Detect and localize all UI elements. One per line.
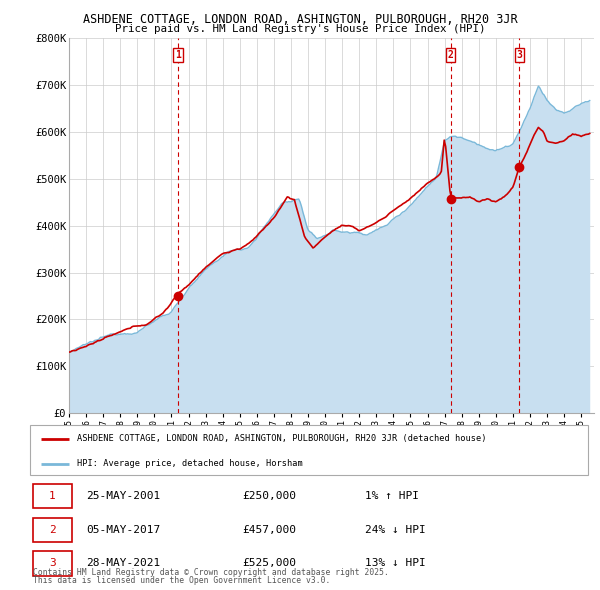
Text: ASHDENE COTTAGE, LONDON ROAD, ASHINGTON, PULBOROUGH, RH20 3JR (detached house): ASHDENE COTTAGE, LONDON ROAD, ASHINGTON,…	[77, 434, 487, 443]
FancyBboxPatch shape	[33, 551, 72, 576]
Text: 3: 3	[517, 50, 523, 60]
Text: 25-MAY-2001: 25-MAY-2001	[86, 491, 160, 501]
Text: ASHDENE COTTAGE, LONDON ROAD, ASHINGTON, PULBOROUGH, RH20 3JR: ASHDENE COTTAGE, LONDON ROAD, ASHINGTON,…	[83, 13, 517, 26]
Text: £457,000: £457,000	[242, 525, 296, 535]
FancyBboxPatch shape	[33, 484, 72, 509]
FancyBboxPatch shape	[33, 517, 72, 542]
Text: Price paid vs. HM Land Registry's House Price Index (HPI): Price paid vs. HM Land Registry's House …	[115, 24, 485, 34]
Text: 2: 2	[448, 50, 454, 60]
Text: £525,000: £525,000	[242, 559, 296, 568]
Text: 24% ↓ HPI: 24% ↓ HPI	[365, 525, 425, 535]
Text: 2: 2	[49, 525, 56, 535]
Text: 28-MAY-2021: 28-MAY-2021	[86, 559, 160, 568]
Text: 1% ↑ HPI: 1% ↑ HPI	[365, 491, 419, 501]
Text: Contains HM Land Registry data © Crown copyright and database right 2025.: Contains HM Land Registry data © Crown c…	[33, 568, 389, 577]
Text: 13% ↓ HPI: 13% ↓ HPI	[365, 559, 425, 568]
Text: HPI: Average price, detached house, Horsham: HPI: Average price, detached house, Hors…	[77, 460, 303, 468]
Text: £250,000: £250,000	[242, 491, 296, 501]
Text: This data is licensed under the Open Government Licence v3.0.: This data is licensed under the Open Gov…	[33, 576, 331, 585]
Text: 1: 1	[175, 50, 181, 60]
FancyBboxPatch shape	[30, 425, 588, 475]
Text: 1: 1	[49, 491, 56, 501]
Text: 05-MAY-2017: 05-MAY-2017	[86, 525, 160, 535]
Text: 3: 3	[49, 559, 56, 568]
